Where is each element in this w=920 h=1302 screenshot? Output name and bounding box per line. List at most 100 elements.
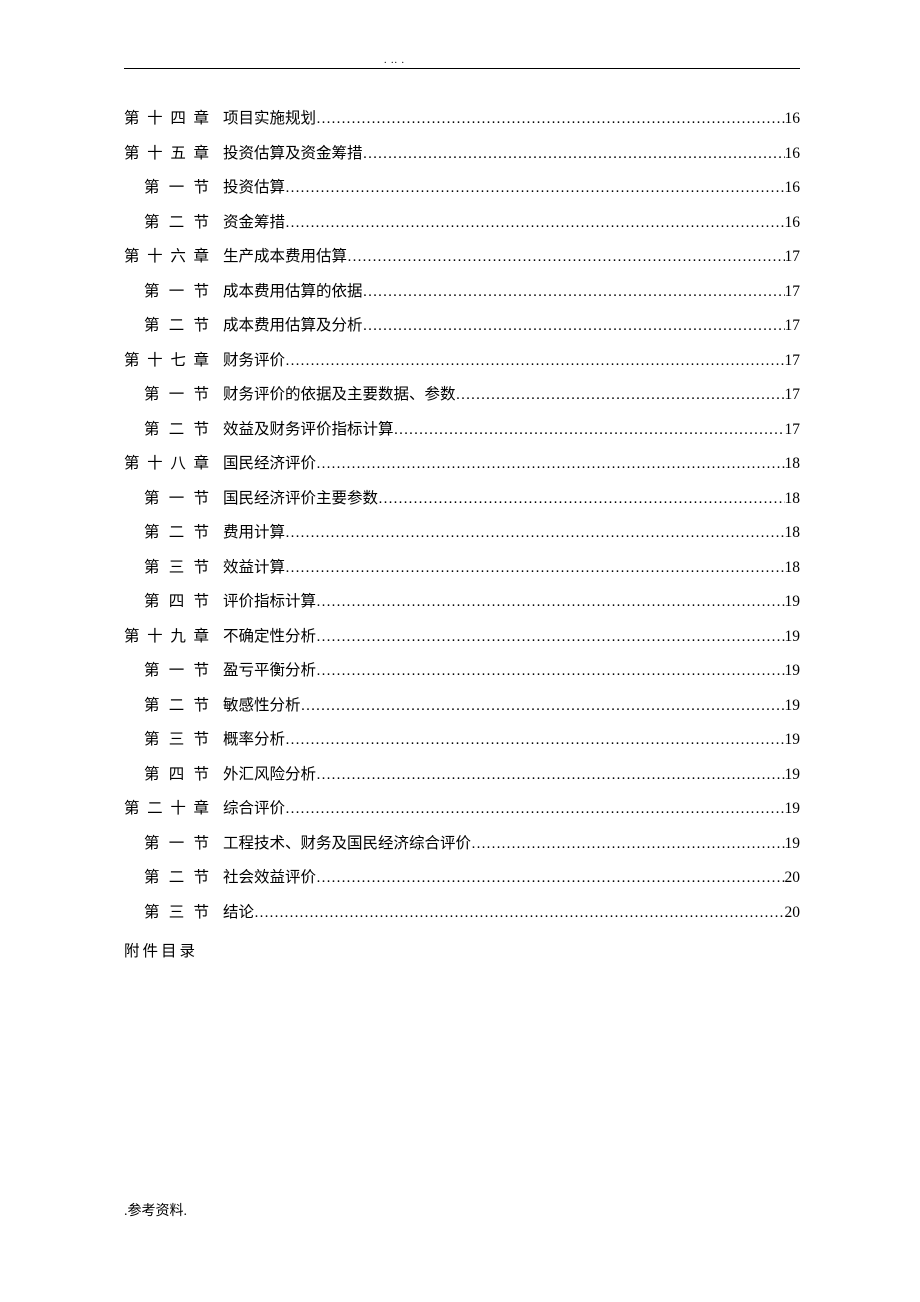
toc-entry-title: 评价指标计算 (223, 594, 316, 610)
toc-entry-page: 20 (785, 905, 801, 921)
toc-entry: 第十八章国民经济评价………………………………………………………………………………… (124, 456, 800, 472)
toc-entry-page: 19 (785, 698, 801, 714)
toc-leader-dots: …………………………………………………………………………………………………………… (285, 733, 784, 748)
toc-entry-page: 19 (785, 836, 801, 852)
toc-leader-dots: …………………………………………………………………………………………………………… (316, 112, 784, 127)
toc-leader-dots: …………………………………………………………………………………………………………… (285, 181, 784, 196)
toc-leader-dots: …………………………………………………………………………………………………………… (285, 802, 784, 817)
toc-entry-label: 第四节 (144, 767, 209, 783)
toc-entry-label: 第二节 (144, 525, 209, 541)
toc-entry-title: 成本费用估算的依据 (223, 284, 363, 300)
toc-entry-title: 资金筹措 (223, 215, 285, 231)
toc-entry: 第四节外汇风险分析…………………………………………………………………………………… (124, 767, 800, 783)
toc-entry: 第三节效益计算………………………………………………………………………………………… (124, 560, 800, 576)
toc-entry-title: 国民经济评价主要参数 (223, 491, 378, 507)
toc-entry-label: 第一节 (144, 663, 209, 679)
toc-entry-label: 第三节 (144, 560, 209, 576)
toc-entry-title: 概率分析 (223, 732, 285, 748)
toc-leader-dots: …………………………………………………………………………………………………………… (301, 699, 785, 714)
toc-entry: 第十五章投资估算及资金筹措………………………………………………………………………… (124, 146, 800, 162)
toc-entry-page: 16 (785, 215, 801, 231)
toc-entry: 第一节投资估算………………………………………………………………………………………… (124, 180, 800, 196)
toc-leader-dots: …………………………………………………………………………………………………………… (363, 319, 785, 334)
toc-leader-dots: …………………………………………………………………………………………………………… (471, 837, 784, 852)
toc-entry-label: 第二节 (144, 422, 209, 438)
toc-leader-dots: …………………………………………………………………………………………………………… (316, 630, 784, 645)
toc-entry-label: 第十四章 (124, 111, 209, 127)
toc-entry-page: 16 (785, 111, 801, 127)
toc-entry-title: 敏感性分析 (223, 698, 301, 714)
toc-entry: 第二节资金筹措………………………………………………………………………………………… (124, 215, 800, 231)
toc-entry-page: 17 (785, 387, 801, 403)
toc-entry-title: 财务评价的依据及主要数据、参数 (223, 387, 456, 403)
toc-entry-page: 18 (785, 491, 801, 507)
toc-entry: 第二节敏感性分析……………………………………………………………………………………… (124, 698, 800, 714)
toc-leader-dots: …………………………………………………………………………………………………………… (316, 457, 784, 472)
toc-entry-page: 18 (785, 560, 801, 576)
toc-entry-page: 20 (785, 870, 801, 886)
toc-entry-title: 外汇风险分析 (223, 767, 316, 783)
toc-entry-label: 第二节 (144, 318, 209, 334)
toc-entry-page: 18 (785, 456, 801, 472)
toc-entry-label: 第十八章 (124, 456, 209, 472)
toc-leader-dots: …………………………………………………………………………………………………………… (316, 768, 784, 783)
toc-entry-label: 第一节 (144, 491, 209, 507)
toc-entry-label: 第二节 (144, 698, 209, 714)
toc-leader-dots: …………………………………………………………………………………………………………… (378, 492, 784, 507)
toc-entry-label: 第十七章 (124, 353, 209, 369)
toc-entry-label: 第一节 (144, 836, 209, 852)
toc-entry: 第二十章综合评价……………………………………………………………………………………… (124, 801, 800, 817)
table-of-contents: 第十四章项目实施规划………………………………………………………………………………… (124, 111, 800, 921)
toc-entry-title: 投资估算 (223, 180, 285, 196)
toc-entry-label: 第四节 (144, 594, 209, 610)
toc-entry-label: 第三节 (144, 905, 209, 921)
toc-entry-title: 效益及财务评价指标计算 (223, 422, 394, 438)
header-rule: . .. . (124, 68, 800, 69)
toc-entry: 第三节结论……………………………………………………………………………………………… (124, 905, 800, 921)
toc-entry-label: 第二节 (144, 870, 209, 886)
toc-leader-dots: …………………………………………………………………………………………………………… (254, 906, 784, 921)
toc-entry-page: 16 (785, 146, 801, 162)
toc-entry-page: 19 (785, 594, 801, 610)
toc-entry-label: 第十六章 (124, 249, 209, 265)
toc-entry-title: 投资估算及资金筹措 (223, 146, 363, 162)
toc-entry-label: 第十五章 (124, 146, 209, 162)
footer-text: .参考资料. (124, 1200, 187, 1220)
toc-leader-dots: …………………………………………………………………………………………………………… (316, 664, 784, 679)
toc-entry-page: 17 (785, 422, 801, 438)
toc-entry-label: 第一节 (144, 180, 209, 196)
toc-leader-dots: …………………………………………………………………………………………………………… (363, 285, 785, 300)
toc-entry-title: 社会效益评价 (223, 870, 316, 886)
toc-entry: 第二节效益及财务评价指标计算……………………………………………………………………… (124, 422, 800, 438)
toc-leader-dots: …………………………………………………………………………………………………………… (285, 354, 784, 369)
toc-leader-dots: …………………………………………………………………………………………………………… (316, 595, 784, 610)
toc-entry: 第三节概率分析………………………………………………………………………………………… (124, 732, 800, 748)
toc-entry-title: 结论 (223, 905, 254, 921)
toc-entry-title: 项目实施规划 (223, 111, 316, 127)
toc-entry-title: 效益计算 (223, 560, 285, 576)
toc-entry-page: 19 (785, 767, 801, 783)
toc-entry-label: 第三节 (144, 732, 209, 748)
toc-entry-label: 第二十章 (124, 801, 209, 817)
toc-leader-dots: …………………………………………………………………………………………………………… (394, 423, 785, 438)
toc-entry-title: 盈亏平衡分析 (223, 663, 316, 679)
toc-entry: 第一节盈亏平衡分析…………………………………………………………………………………… (124, 663, 800, 679)
toc-entry: 第二节费用计算………………………………………………………………………………………… (124, 525, 800, 541)
toc-leader-dots: …………………………………………………………………………………………………………… (285, 561, 784, 576)
toc-entry: 第二节成本费用估算及分析…………………………………………………………………………… (124, 318, 800, 334)
toc-entry-label: 第十九章 (124, 629, 209, 645)
toc-leader-dots: …………………………………………………………………………………………………………… (363, 147, 785, 162)
toc-entry-page: 17 (785, 284, 801, 300)
toc-entry-label: 第一节 (144, 387, 209, 403)
toc-entry-title: 成本费用估算及分析 (223, 318, 363, 334)
toc-leader-dots: …………………………………………………………………………………………………………… (285, 526, 784, 541)
toc-entry: 第十七章财务评价……………………………………………………………………………………… (124, 353, 800, 369)
toc-entry-title: 综合评价 (223, 801, 285, 817)
toc-entry: 第一节国民经济评价主要参数………………………………………………………………………… (124, 491, 800, 507)
toc-leader-dots: …………………………………………………………………………………………………………… (347, 250, 784, 265)
toc-entry-page: 19 (785, 732, 801, 748)
toc-entry-label: 第二节 (144, 215, 209, 231)
toc-entry-page: 19 (785, 663, 801, 679)
toc-entry-title: 生产成本费用估算 (223, 249, 347, 265)
toc-entry-title: 财务评价 (223, 353, 285, 369)
